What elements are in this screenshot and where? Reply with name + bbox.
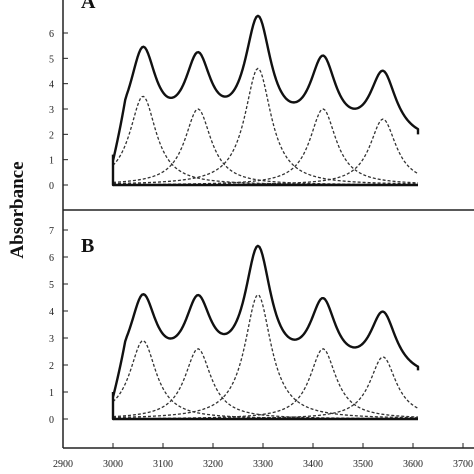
panel-a: 0 1 2 3 4 5 6	[49, 14, 420, 192]
y-axis-label: Absorbance	[7, 161, 28, 258]
component-band-2	[112, 348, 418, 420]
y-tick-label: 3	[49, 334, 54, 345]
component-band-3	[112, 294, 419, 419]
component-band-4	[113, 348, 419, 420]
panel-label-b: B	[81, 235, 94, 257]
component-band-1	[112, 340, 419, 420]
y-tick-label: 6	[49, 253, 54, 264]
y-tick-label: 5	[49, 280, 54, 291]
x-tick-label: 3500	[353, 459, 373, 470]
component-band-3	[112, 67, 419, 185]
y-tick-label: 4	[49, 80, 54, 91]
component-band-1	[112, 95, 418, 186]
x-tick-label: 3300	[253, 459, 273, 470]
x-tick-label: 3400	[303, 459, 323, 470]
x-tick-label: 3200	[203, 459, 223, 470]
component-band-2	[112, 108, 419, 186]
y-tick-label: 7	[49, 226, 54, 237]
panel-label-a: A	[81, 0, 96, 13]
component-band-4	[112, 108, 419, 186]
y-tick-label: 2	[49, 361, 54, 372]
component-band-5	[113, 118, 419, 186]
y-tick-label: 1	[49, 388, 54, 399]
y-tick-label: 0	[49, 181, 54, 192]
x-tick-label: 3700	[453, 459, 473, 470]
x-tick-label: 2900	[53, 459, 73, 470]
y-tick-label: 2	[49, 130, 54, 141]
envelope-curve	[111, 244, 420, 421]
y-tick-label: 3	[49, 105, 54, 116]
x-tick-label: 3600	[403, 459, 423, 470]
panel-b: 0 1 2 3 4 5 6 7	[49, 226, 420, 426]
y-tick-label: 1	[49, 156, 54, 167]
y-tick-label: 5	[49, 54, 54, 65]
x-tick-label: 3100	[153, 459, 173, 470]
y-tick-label: 4	[49, 307, 54, 318]
y-tick-label: 0	[49, 415, 54, 426]
envelope-curve	[111, 14, 420, 187]
x-tick-label: 3000	[103, 459, 123, 470]
y-tick-label: 6	[49, 29, 54, 40]
